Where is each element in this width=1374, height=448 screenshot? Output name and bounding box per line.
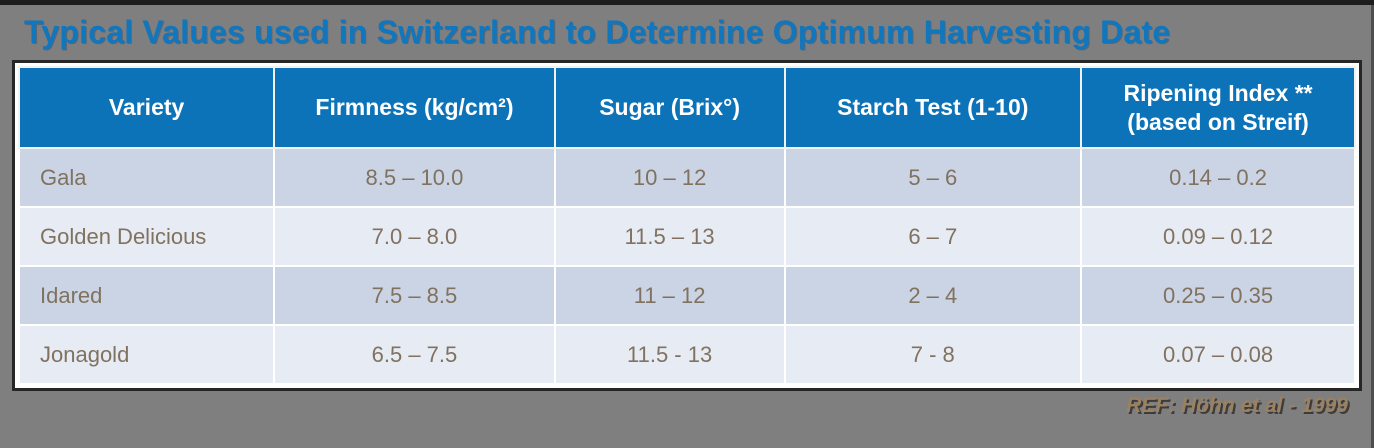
cell-variety: Golden Delicious xyxy=(17,206,276,267)
cell-variety: Gala xyxy=(17,147,276,208)
values-table-frame: Variety Firmness (kg/cm²) Sugar (Brix°) … xyxy=(12,60,1362,391)
header-ripening-line2: (based on Streif) xyxy=(1127,108,1309,135)
header-starch: Starch Test (1-10) xyxy=(783,66,1083,149)
header-ripening-line1: Ripening Index ** xyxy=(1123,79,1313,106)
cell-firmness: 7.0 – 8.0 xyxy=(273,206,556,267)
slide-right-edge xyxy=(1371,5,1374,448)
cell-starch: 6 – 7 xyxy=(783,206,1083,267)
cell-starch: 7 - 8 xyxy=(783,324,1083,385)
header-sugar: Sugar (Brix°) xyxy=(553,66,786,149)
cell-ripening: 0.09 – 0.12 xyxy=(1080,206,1356,267)
cell-starch: 2 – 4 xyxy=(783,265,1083,326)
cell-variety: Idared xyxy=(17,265,276,326)
cell-firmness: 6.5 – 7.5 xyxy=(273,324,556,385)
table-row-gala: Gala 8.5 – 10.0 10 – 12 5 – 6 0.14 – 0.2 xyxy=(17,147,1356,208)
table-row-idared: Idared 7.5 – 8.5 11 – 12 2 – 4 0.25 – 0.… xyxy=(17,265,1356,326)
cell-ripening: 0.25 – 0.35 xyxy=(1080,265,1356,326)
header-row: Variety Firmness (kg/cm²) Sugar (Brix°) … xyxy=(17,66,1356,149)
values-table-inner-border: Variety Firmness (kg/cm²) Sugar (Brix°) … xyxy=(15,63,1359,388)
cell-sugar: 11.5 - 13 xyxy=(553,324,786,385)
table-row-jonagold: Jonagold 6.5 – 7.5 11.5 - 13 7 - 8 0.07 … xyxy=(17,324,1356,385)
cell-starch: 5 – 6 xyxy=(783,147,1083,208)
cell-variety: Jonagold xyxy=(17,324,276,385)
page-title: Typical Values used in Switzerland to De… xyxy=(24,14,1171,50)
header-variety: Variety xyxy=(17,66,276,149)
cell-firmness: 8.5 – 10.0 xyxy=(273,147,556,208)
cell-firmness: 7.5 – 8.5 xyxy=(273,265,556,326)
cell-ripening: 0.07 – 0.08 xyxy=(1080,324,1356,385)
reference-citation: REF: Höhn et al - 1999 xyxy=(1126,394,1348,417)
header-firmness: Firmness (kg/cm²) xyxy=(273,66,556,149)
header-ripening: Ripening Index ** (based on Streif) xyxy=(1080,66,1356,149)
values-table: Variety Firmness (kg/cm²) Sugar (Brix°) … xyxy=(17,66,1356,385)
cell-sugar: 11.5 – 13 xyxy=(553,206,786,267)
cell-sugar: 11 – 12 xyxy=(553,265,786,326)
cell-ripening: 0.14 – 0.2 xyxy=(1080,147,1356,208)
cell-sugar: 10 – 12 xyxy=(553,147,786,208)
table-row-golden-delicious: Golden Delicious 7.0 – 8.0 11.5 – 13 6 –… xyxy=(17,206,1356,267)
